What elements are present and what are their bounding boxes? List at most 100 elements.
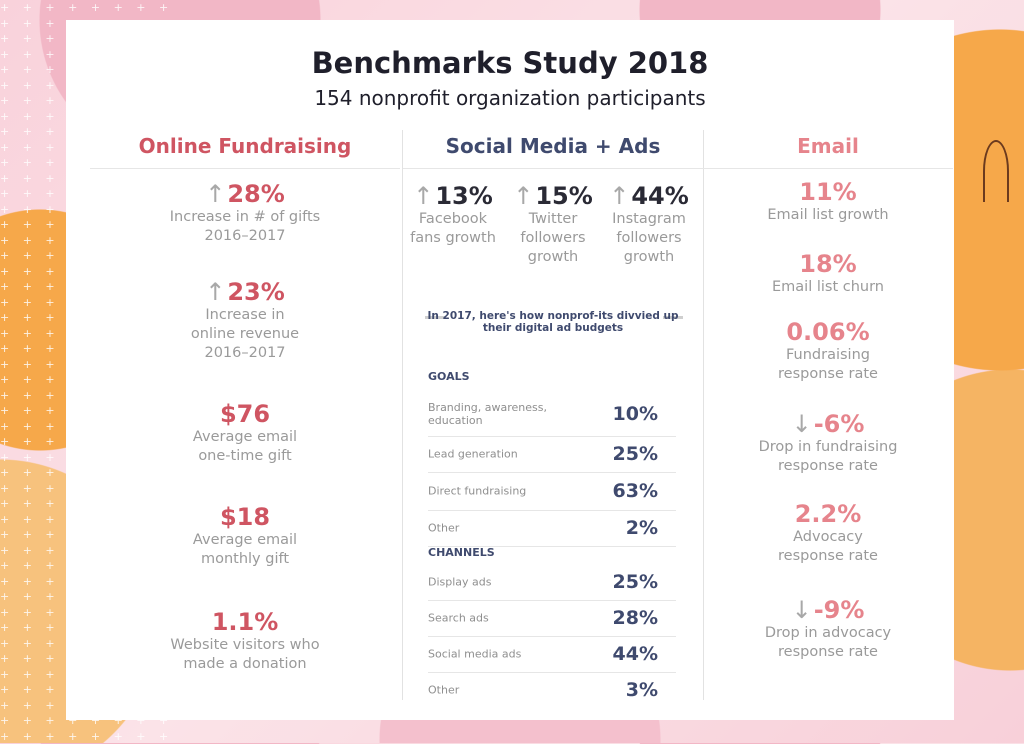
stat-label-line: response rate bbox=[778, 366, 878, 382]
stat-label: Advocacy response rate bbox=[703, 528, 953, 566]
balloon-string bbox=[983, 140, 1009, 202]
stat-value: ↑28% bbox=[90, 180, 400, 208]
channels-label: CHANNELS bbox=[428, 546, 495, 559]
row-label: Social media ads bbox=[428, 647, 522, 661]
stat-label-line: 2016–2017 bbox=[204, 228, 286, 244]
stat-label: Average email one-time gift bbox=[90, 428, 400, 466]
page-title: Benchmarks Study 2018 bbox=[311, 46, 709, 80]
row-value: 10% bbox=[612, 403, 658, 425]
infographic-card: Benchmarks Study 2018 154 nonprofit orga… bbox=[66, 20, 954, 720]
column-heading: Online Fundraising bbox=[90, 130, 400, 169]
row-label: Other bbox=[428, 683, 460, 697]
social-media-ads-column: Social Media + Ads In 2017, here's how n… bbox=[402, 130, 704, 701]
stat-number: $76 bbox=[219, 400, 271, 428]
stat-block: 1.1% Website visitors who made a donation bbox=[90, 608, 400, 674]
stat-label: Fundraising response rate bbox=[703, 346, 953, 384]
stat-label-line: Average email bbox=[192, 429, 298, 445]
stat-label: Facebook fans growth bbox=[403, 210, 503, 248]
stat-number: 44% bbox=[631, 182, 689, 210]
social-stat: ↑13% Facebook fans growth bbox=[403, 182, 503, 248]
stat-label-line: Drop in advocacy bbox=[764, 625, 892, 641]
stat-label-line: Email list churn bbox=[772, 279, 884, 295]
social-stat: ↑15% Twitter followers growth bbox=[503, 182, 603, 267]
stat-block: 18% Email list churn bbox=[703, 250, 953, 297]
table-row: Search ads 28% bbox=[428, 600, 676, 637]
stat-block: ↓-9% Drop in advocacy response rate bbox=[703, 596, 953, 662]
stat-block: 0.06% Fundraising response rate bbox=[703, 318, 953, 384]
stat-label-line: Advocacy bbox=[793, 529, 863, 545]
stat-label-line: response rate bbox=[778, 458, 878, 474]
arrow-up-icon: ↑ bbox=[413, 182, 434, 210]
stat-label-line: monthly gift bbox=[200, 551, 290, 567]
page-subtitle: 154 nonprofit organization participants bbox=[314, 86, 706, 110]
stat-label: Instagram followers growth bbox=[599, 210, 699, 267]
stat-label: Average email monthly gift bbox=[90, 531, 400, 569]
online-fundraising-column: Online Fundraising ↑28% Increase in # of … bbox=[90, 130, 400, 700]
stat-label-line: followers bbox=[616, 230, 682, 246]
stat-value: $76 bbox=[90, 400, 400, 428]
stat-number: -6% bbox=[813, 410, 865, 438]
stat-value: ↑44% bbox=[599, 182, 699, 210]
arrow-up-icon: ↑ bbox=[513, 182, 534, 210]
stat-number: 2.2% bbox=[794, 500, 862, 528]
arrow-up-icon: ↑ bbox=[205, 278, 226, 306]
stat-label-line: Facebook bbox=[418, 211, 488, 227]
arrow-up-icon: ↑ bbox=[609, 182, 630, 210]
stat-block: 2.2% Advocacy response rate bbox=[703, 500, 953, 566]
stat-label: Twitter followers growth bbox=[503, 210, 603, 267]
stat-number: 18% bbox=[799, 250, 857, 278]
stat-value: 1.1% bbox=[90, 608, 400, 636]
stat-value: ↑13% bbox=[403, 182, 503, 210]
stat-number: 1.1% bbox=[211, 608, 279, 636]
stat-block: $76 Average email one-time gift bbox=[90, 400, 400, 466]
stat-label: Increase in # of gifts 2016–2017 bbox=[90, 208, 400, 246]
stat-label: Website visitors who made a donation bbox=[90, 636, 400, 674]
row-label: Search ads bbox=[428, 611, 489, 625]
stat-label: Email list churn bbox=[703, 278, 953, 297]
row-label: Branding, awareness, education bbox=[428, 401, 547, 427]
budget-note: In 2017, here's how nonprof-its divvied … bbox=[427, 310, 679, 334]
stat-label-line: Increase in bbox=[205, 307, 285, 323]
stat-value: ↑15% bbox=[503, 182, 603, 210]
column-heading: Social Media + Ads bbox=[403, 130, 703, 169]
stat-label-line: Increase in # of gifts bbox=[169, 209, 321, 225]
stat-label-line: response rate bbox=[778, 548, 878, 564]
stat-number: 23% bbox=[227, 278, 285, 306]
stat-number: 11% bbox=[799, 178, 857, 206]
stat-label-line: Instagram bbox=[612, 211, 686, 227]
row-label: Other bbox=[428, 521, 460, 535]
email-column: Email 11% Email list growth 18% Email list … bbox=[703, 130, 953, 700]
stat-label-line: followers bbox=[520, 230, 586, 246]
stat-label-line: online revenue bbox=[190, 326, 300, 342]
column-heading: Email bbox=[703, 130, 953, 169]
stat-value: 0.06% bbox=[703, 318, 953, 346]
stat-label: Drop in fundraising response rate bbox=[703, 438, 953, 476]
stat-label-line: Twitter bbox=[528, 211, 578, 227]
social-stat: ↑44% Instagram followers growth bbox=[599, 182, 699, 267]
stat-label-line: fans growth bbox=[410, 230, 496, 246]
stat-block: $18 Average email monthly gift bbox=[90, 503, 400, 569]
arrow-down-icon: ↓ bbox=[791, 410, 812, 438]
stat-block: ↓-6% Drop in fundraising response rate bbox=[703, 410, 953, 476]
table-row: Display ads 25% bbox=[428, 564, 676, 601]
row-label: Direct fundraising bbox=[428, 484, 527, 498]
stat-block: 11% Email list growth bbox=[703, 178, 953, 225]
stat-number: 13% bbox=[435, 182, 493, 210]
stat-label: Drop in advocacy response rate bbox=[703, 624, 953, 662]
stat-value: ↓-6% bbox=[703, 410, 953, 438]
stat-label-line: Average email bbox=[192, 532, 298, 548]
stat-label-line: Drop in fundraising bbox=[758, 439, 898, 455]
stat-number: 28% bbox=[227, 180, 285, 208]
row-value: 3% bbox=[625, 679, 658, 701]
stat-number: 15% bbox=[535, 182, 593, 210]
stat-block: ↑28% Increase in # of gifts 2016–2017 bbox=[90, 180, 400, 246]
table-row: Other 3% bbox=[428, 672, 676, 708]
stat-value: ↓-9% bbox=[703, 596, 953, 624]
row-value: 25% bbox=[612, 571, 658, 593]
table-row: Direct fundraising 63% bbox=[428, 472, 676, 511]
stat-value: 11% bbox=[703, 178, 953, 206]
row-value: 63% bbox=[612, 480, 658, 502]
stat-number: 0.06% bbox=[786, 318, 870, 346]
stat-value: ↑23% bbox=[90, 278, 400, 306]
table-row: Branding, awareness, education 10% bbox=[428, 392, 676, 437]
